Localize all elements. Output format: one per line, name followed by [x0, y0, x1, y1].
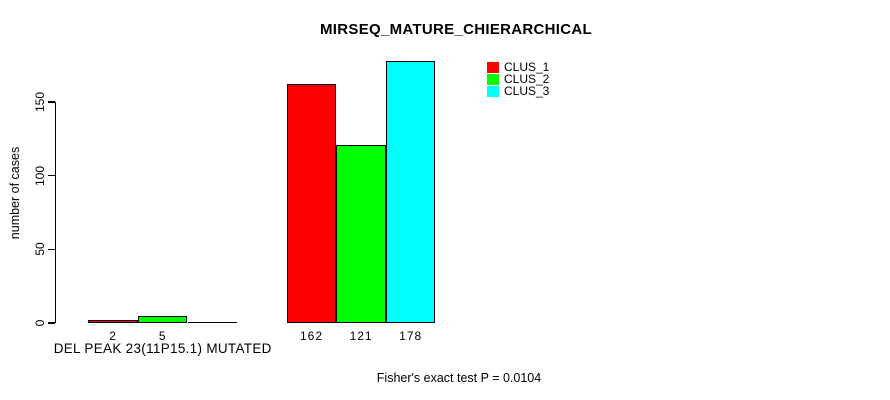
legend-row-clus_3: CLUS_3: [487, 85, 549, 97]
y-axis-tick-label-100: 100: [33, 165, 47, 186]
legend-label-clus_2: CLUS_2: [504, 72, 550, 86]
legend-swatch-clus_2: [487, 73, 499, 85]
y-axis-tick-label-50: 50: [33, 242, 47, 257]
legend-swatch-clus_3: [487, 85, 499, 97]
y-axis-tick-150: [48, 101, 55, 103]
y-axis-tick-100: [48, 175, 55, 177]
bar-clus_2-group-2: [336, 144, 386, 323]
bar-clus_3-group-2: [385, 60, 436, 323]
legend: CLUS_1 CLUS_2 CLUS_3: [487, 61, 549, 97]
legend-label-clus_1: CLUS_1: [504, 60, 550, 74]
bar-clus_2-group-1: [137, 315, 188, 323]
y-axis-tick-50: [48, 248, 55, 251]
bar-value-label-clus_2-group-1: 5: [158, 329, 167, 343]
bar-clus_3-group-1: [187, 322, 238, 323]
legend-row-clus_2: CLUS_2: [487, 73, 549, 85]
bar-value-label-clus_1-group-2: 162: [299, 329, 324, 343]
legend-row-clus_1: CLUS_1: [487, 61, 549, 73]
bar-value-label-clus_3-group-2: 178: [399, 329, 423, 343]
legend-swatch-clus_1: [487, 61, 499, 73]
bar-clus_1-group-1: [88, 320, 138, 323]
y-axis-tick-label-0: 0: [33, 319, 47, 327]
bar-clus_1-group-2: [286, 84, 337, 323]
x-axis-group-label: DEL PEAK 23(11P15.1) MUTATED: [53, 341, 272, 356]
bar-value-label-clus_2-group-2: 121: [349, 329, 373, 343]
y-axis-tick-label-150: 150: [33, 91, 47, 113]
chart-title: MIRSEQ_MATURE_CHIERARCHICAL: [320, 21, 592, 38]
y-axis-tick-0: [48, 322, 55, 324]
legend-label-clus_3: CLUS_3: [504, 84, 550, 98]
bar-value-label-clus_1-group-1: 2: [109, 329, 117, 343]
fisher-test-annotation: Fisher's exact test P = 0.0104: [376, 371, 542, 385]
y-axis-line: [55, 102, 57, 323]
